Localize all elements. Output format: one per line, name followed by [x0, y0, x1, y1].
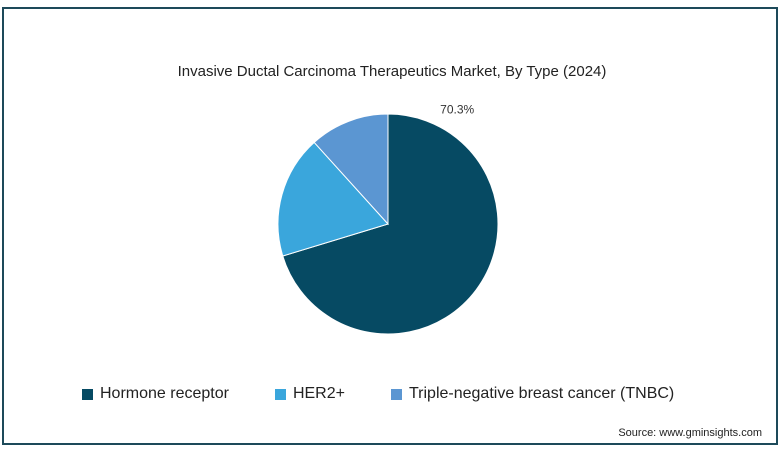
- legend-item-tnbc: Triple-negative breast cancer (TNBC): [390, 385, 675, 403]
- pie-slice-her2: [277, 141, 389, 257]
- legend-swatch-tnbc: [390, 388, 402, 400]
- legend-item-hormone-receptor: Hormone receptor: [82, 385, 229, 403]
- source-note: Source: www.gminsights.com: [618, 427, 762, 439]
- legend-label-her2: HER2+: [292, 385, 345, 402]
- chart-title: Invasive Ductal Carcinoma Therapeutics M…: [177, 63, 607, 80]
- data-label-hormone-receptor: 70.3%: [440, 103, 474, 117]
- legend-label-hormone-receptor: Hormone receptor: [100, 385, 229, 402]
- legend-label-tnbc: Triple-negative breast cancer (TNBC): [408, 385, 675, 402]
- chart-legend: Hormone receptor HER2+ Triple-negative b…: [82, 385, 674, 403]
- pie-slice-tnbc: [313, 113, 389, 226]
- legend-swatch-her2: [274, 388, 286, 400]
- legend-swatch-hormone-receptor: [82, 388, 93, 400]
- legend-item-her2: HER2+: [274, 385, 345, 403]
- pie-slice-hormone-receptor: [282, 113, 499, 335]
